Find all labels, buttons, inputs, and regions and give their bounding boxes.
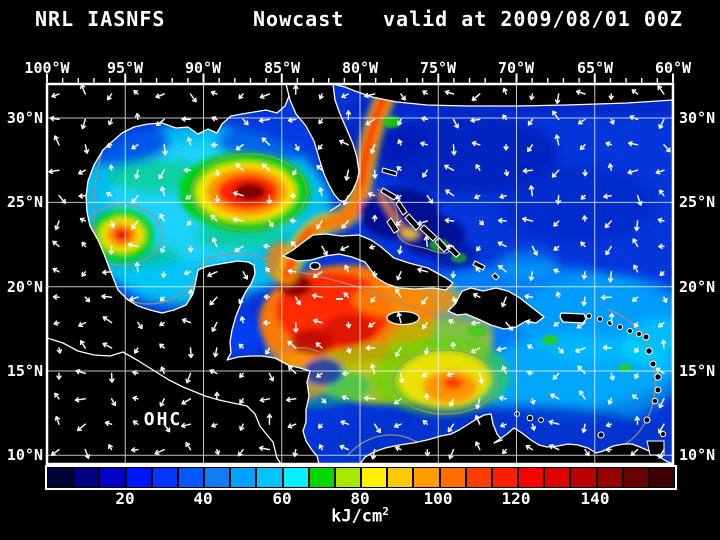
ohc-warm-features: [90, 87, 510, 416]
lat-label-right: 10°N: [679, 446, 716, 464]
cuba-land: [282, 233, 454, 291]
lon-label: 90°W: [184, 59, 222, 77]
isla-juventud: [309, 261, 321, 271]
lat-label-left: 30°N: [6, 109, 43, 127]
current-vector-arrows: [48, 84, 671, 460]
lat-label-right: 25°N: [679, 193, 716, 211]
lat-label-left: 20°N: [6, 278, 43, 296]
colorbar-cell: [335, 468, 361, 487]
lon-label: 85°W: [263, 59, 301, 77]
colorbar-cell: [571, 468, 596, 487]
florida-land: [285, 84, 360, 203]
colorbar-cell: [362, 468, 387, 487]
colorbar-cell: [492, 468, 518, 487]
pacific-coastline: [47, 337, 282, 464]
lat-label-right: 15°N: [679, 362, 716, 380]
colorbar-cell: [545, 468, 570, 487]
lat-label-left: 25°N: [6, 193, 43, 211]
jamaica-land: [386, 310, 420, 326]
lat-label-left: 10°N: [6, 446, 43, 464]
colorbar-cell: [74, 468, 99, 487]
ocean-base: [47, 84, 673, 464]
colorbar-tick: 40: [193, 489, 213, 508]
map-frame: [45, 82, 675, 466]
colorbar-cell: [649, 468, 675, 487]
hispaniola-land: [447, 287, 545, 330]
colorbar-tick: 20: [115, 489, 135, 508]
colorbar-cell: [283, 468, 308, 487]
ohc-field: [47, 100, 673, 464]
colorbar-cell: [388, 468, 413, 487]
colorbar-tick: 80: [350, 489, 370, 508]
colorbar-tick: 100: [423, 489, 453, 508]
ocean-heat-map: OHC: [45, 73, 675, 466]
lon-label: 60°W: [654, 59, 692, 77]
florida-keys: [329, 203, 342, 212]
colorbar-cell: [231, 468, 256, 487]
colorbar-cell: [440, 468, 465, 487]
lat-label-left: 15°N: [6, 362, 43, 380]
lon-label: 100°W: [24, 59, 70, 77]
colorbar-cell: [100, 468, 125, 487]
colorbar-cell: [48, 468, 73, 487]
ohc-small-spots: [383, 116, 632, 372]
atlantic-nodata-strip: [332, 84, 673, 107]
colorbar-cell: [257, 468, 282, 487]
lat-label-right: 20°N: [679, 278, 716, 296]
lon-label: 80°W: [341, 59, 379, 77]
model-title: NRL IASNFS: [35, 7, 166, 31]
south-america-land: [359, 413, 673, 464]
colorbar-cell: [466, 468, 491, 487]
colorbar-cell: [597, 468, 622, 487]
ohc-text-label: OHC: [144, 409, 183, 430]
graticule-lines: [47, 84, 673, 464]
trinidad-land: [646, 440, 665, 456]
colorbar-tick: 120: [501, 489, 531, 508]
ohc-contours: [81, 138, 656, 457]
valid-time: valid at 2009/08/01 00Z: [383, 7, 683, 31]
lon-label: 70°W: [497, 59, 535, 77]
north-central-america-land: [47, 84, 320, 464]
run-type: Nowcast: [253, 7, 345, 31]
lon-label: 65°W: [576, 59, 614, 77]
bahamas-islands: [380, 167, 500, 281]
lon-label: 75°W: [419, 59, 457, 77]
lat-label-right: 30°N: [679, 109, 716, 127]
colorbar: [45, 465, 677, 490]
lesser-antilles-islands: [514, 313, 667, 456]
colorbar-cell: [414, 468, 439, 487]
land-masses: [47, 84, 673, 464]
colorbar-cell: [126, 468, 151, 487]
colorbar-cell: [178, 468, 204, 487]
colorbar-cell: [309, 468, 334, 487]
colorbar-unit-label: kJ/cm2: [331, 505, 389, 527]
colorbar-tick: 140: [580, 489, 610, 508]
colorbar-cell: [205, 468, 230, 487]
lon-label: 95°W: [106, 59, 144, 77]
puerto-rico-land: [559, 312, 587, 324]
colorbar-tick: 60: [272, 489, 292, 508]
colorbar-cell: [152, 468, 177, 487]
colorbar-cell: [519, 468, 544, 487]
colorbar-cell: [623, 468, 648, 487]
